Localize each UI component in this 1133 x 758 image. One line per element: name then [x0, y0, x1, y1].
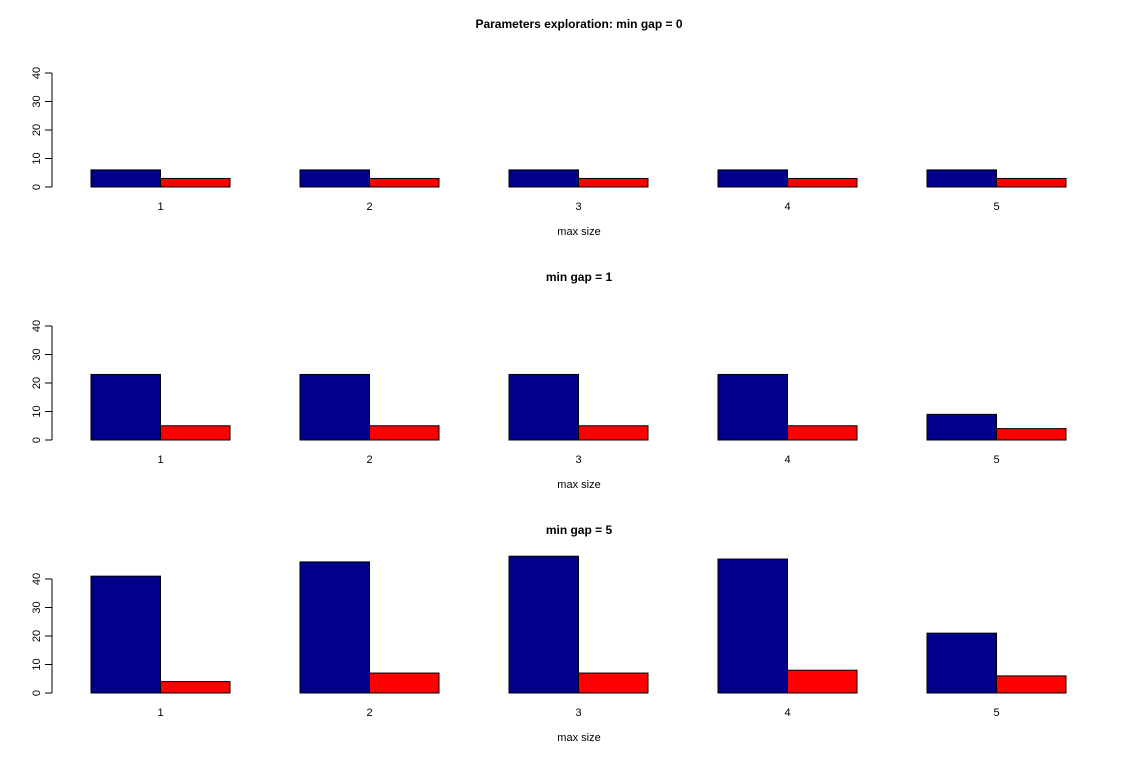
y-tick-label: 30	[31, 95, 43, 107]
bar	[717, 373, 788, 441]
bar	[160, 681, 231, 694]
bar	[578, 177, 649, 188]
x-axis-label: max size	[557, 226, 600, 238]
bar	[996, 177, 1067, 188]
bar	[299, 169, 370, 188]
bar	[787, 669, 858, 694]
x-tick-label: 3	[575, 201, 581, 213]
bar	[996, 428, 1067, 441]
bar	[578, 425, 649, 441]
bar	[578, 672, 649, 694]
bar	[508, 373, 579, 441]
bar	[369, 177, 440, 188]
x-tick-label: 5	[993, 707, 999, 719]
bar	[90, 575, 161, 694]
bar	[508, 555, 579, 694]
bar	[160, 177, 231, 188]
bar	[299, 373, 370, 441]
x-tick-label: 1	[157, 454, 163, 466]
bar	[369, 672, 440, 694]
bar	[787, 177, 858, 188]
x-tick-label: 2	[366, 454, 372, 466]
panel-title: min gap = 1	[546, 270, 613, 284]
x-tick-label: 4	[784, 201, 790, 213]
x-tick-label: 5	[993, 454, 999, 466]
y-tick-label: 40	[31, 573, 43, 585]
x-tick-label: 3	[575, 707, 581, 719]
x-tick-label: 3	[575, 454, 581, 466]
x-tick-label: 1	[157, 201, 163, 213]
y-tick-label: 20	[31, 377, 43, 389]
bar	[926, 413, 997, 441]
y-tick-label: 0	[31, 184, 43, 190]
bar	[90, 373, 161, 441]
y-tick-label: 30	[31, 348, 43, 360]
x-tick-label: 4	[784, 707, 790, 719]
x-axis-label: max size	[557, 732, 600, 744]
y-tick-label: 40	[31, 320, 43, 332]
bar	[996, 675, 1067, 694]
y-tick-label: 0	[31, 690, 43, 696]
panel-title: min gap = 5	[546, 523, 613, 537]
bar	[508, 169, 579, 188]
bar	[717, 169, 788, 188]
y-tick-label: 10	[31, 152, 43, 164]
y-tick-label: 20	[31, 630, 43, 642]
bar	[90, 169, 161, 188]
y-tick-label: 20	[31, 124, 43, 136]
y-tick-label: 30	[31, 601, 43, 613]
panel-title: Parameters exploration: min gap = 0	[475, 17, 682, 31]
x-axis-label: max size	[557, 479, 600, 491]
x-tick-label: 4	[784, 454, 790, 466]
x-tick-label: 1	[157, 707, 163, 719]
y-tick-label: 10	[31, 658, 43, 670]
bar	[926, 632, 997, 694]
y-tick-label: 0	[31, 437, 43, 443]
bar	[369, 425, 440, 441]
bar	[787, 425, 858, 441]
bar	[926, 169, 997, 188]
bar	[717, 558, 788, 694]
y-tick-label: 10	[31, 405, 43, 417]
x-tick-label: 2	[366, 201, 372, 213]
x-tick-label: 5	[993, 201, 999, 213]
bar	[160, 425, 231, 441]
bar	[299, 561, 370, 694]
y-tick-label: 40	[31, 67, 43, 79]
x-tick-label: 2	[366, 707, 372, 719]
